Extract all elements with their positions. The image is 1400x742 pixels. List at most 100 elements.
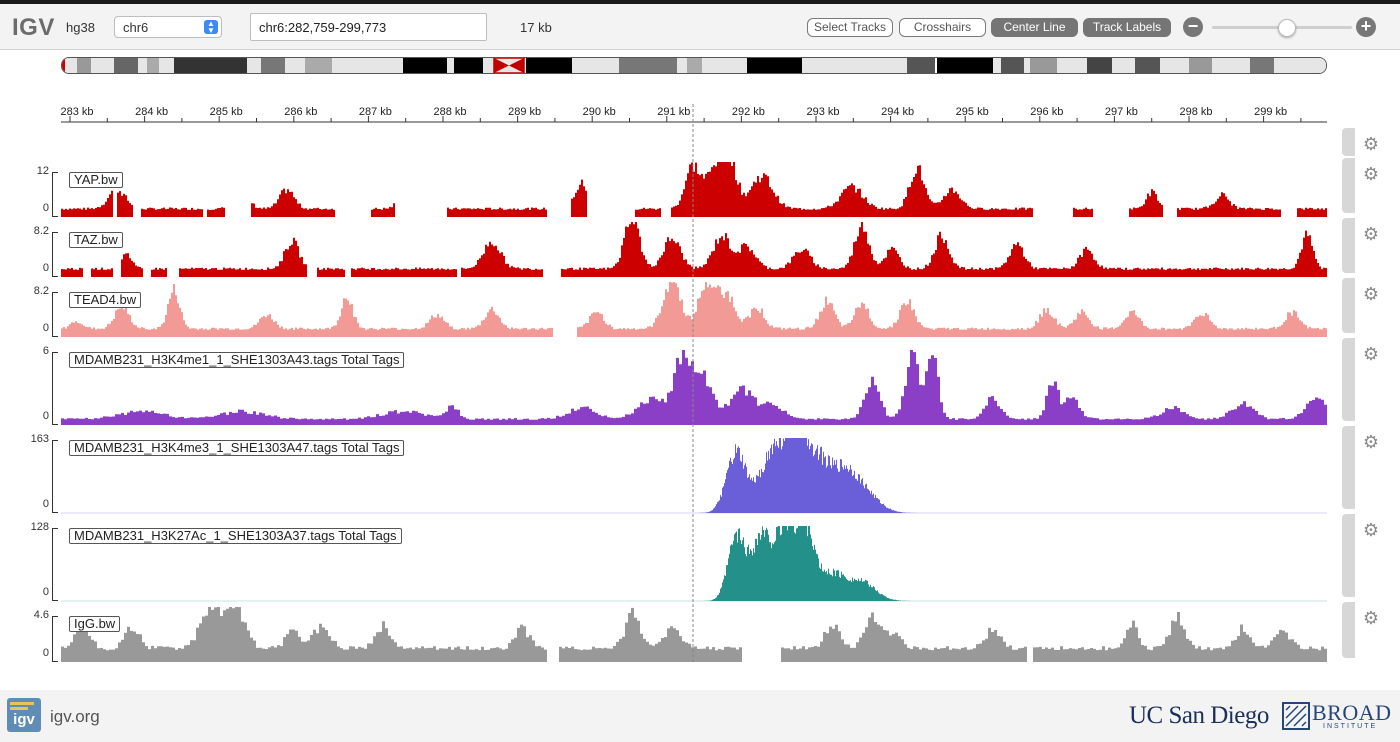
ideogram-band xyxy=(907,58,935,73)
genome-viewer[interactable]: 283 kb 284 kb 285 kb 286 kb 287 kb 288 kb 289 … xyxy=(0,90,1400,670)
track-settings-gear-icon[interactable]: ⚙ xyxy=(1362,284,1380,304)
ruler-tick-label: 285 kb xyxy=(210,106,243,118)
track-name-label[interactable]: IgG.bw xyxy=(69,616,121,632)
select-tracks-button[interactable]: Select Tracks xyxy=(807,18,893,37)
ideogram-band xyxy=(247,58,261,73)
data-range-max: 4.6 xyxy=(33,609,49,621)
track-drag-handle[interactable] xyxy=(1342,426,1355,509)
ideogram-band xyxy=(526,58,572,73)
data-range-min: 0 xyxy=(42,586,49,598)
ideogram-band xyxy=(1024,58,1030,73)
track-name-label[interactable]: TEAD4.bw xyxy=(69,292,142,308)
track-labels-button[interactable]: Track Labels xyxy=(1083,18,1171,37)
window-top-border xyxy=(0,0,1400,4)
track-settings-gear-icon[interactable]: ⚙ xyxy=(1362,344,1380,364)
data-range-max: 8.2 xyxy=(33,225,49,237)
ideogram-band xyxy=(1250,58,1274,73)
broad-logo-text: BROAD xyxy=(1312,700,1392,725)
track-6 xyxy=(61,526,1327,602)
track-name-label[interactable]: MDAMB231_H3K4me1_1_SHE1303A43.tags Total… xyxy=(69,352,405,368)
igv-org-link[interactable]: igv.org xyxy=(50,707,100,726)
ideogram-band xyxy=(447,58,454,73)
broad-logo-icon xyxy=(1282,702,1310,730)
data-range-bracket xyxy=(52,616,58,662)
data-range-bracket xyxy=(52,232,58,277)
zoom-slider-thumb[interactable] xyxy=(1278,19,1296,37)
track-settings-gear-icon[interactable]: ⚙ xyxy=(1362,520,1380,540)
track-drag-handle[interactable] xyxy=(1342,158,1355,213)
track-3 xyxy=(61,282,1327,337)
ideogram-band xyxy=(1160,58,1189,73)
ideogram-band xyxy=(261,58,285,73)
footer: igv igv.org UC San Diego BROAD INSTITUTE xyxy=(0,690,1400,742)
chromosome-select[interactable]: chr6 ▲ ▼ xyxy=(114,16,222,38)
chromosome-ideogram[interactable] xyxy=(61,57,1327,74)
track-settings-gear-icon[interactable]: ⚙ xyxy=(1362,432,1380,452)
track-drag-handle[interactable] xyxy=(1342,602,1355,658)
center-line-button[interactable]: Center Line xyxy=(991,18,1078,37)
genome-label[interactable]: hg38 xyxy=(66,20,95,35)
track-name-label[interactable]: TAZ.bw xyxy=(69,232,123,248)
track-signal xyxy=(61,282,1327,337)
track-1 xyxy=(61,162,1327,217)
zoom-in-icon[interactable]: + xyxy=(1356,17,1376,37)
ideogram-band xyxy=(1057,58,1087,73)
track-name-label[interactable]: YAP.bw xyxy=(69,172,123,188)
ruler-settings-gear-icon[interactable]: ⚙ xyxy=(1362,134,1380,154)
track-drag-handle[interactable] xyxy=(1342,278,1355,333)
ideogram-band xyxy=(702,58,747,73)
ruler-tick-label: 299 kb xyxy=(1254,106,1287,118)
zoom-out-icon[interactable]: − xyxy=(1183,17,1203,37)
ruler-tick-label: 295 kb xyxy=(956,106,989,118)
data-range-max: 128 xyxy=(30,521,49,533)
data-range-min: 0 xyxy=(42,262,49,274)
ruler-drag-handle[interactable] xyxy=(1342,128,1355,156)
broad-logo-subtext: INSTITUTE xyxy=(1323,723,1378,730)
tracks-canvas[interactable]: 283 kb 284 kb 285 kb 286 kb 287 kb 288 kb 289 … xyxy=(0,90,1400,670)
track-drag-handle[interactable] xyxy=(1342,514,1355,597)
data-range-min: 0 xyxy=(42,410,49,422)
igv-logo: IGV xyxy=(12,14,55,41)
ideogram-band xyxy=(174,58,247,73)
igv-org-logo-icon[interactable]: igv xyxy=(7,698,41,732)
ideogram-band xyxy=(454,58,483,73)
locus-search-input[interactable]: chr6:282,759-299,773 xyxy=(250,13,487,41)
ruler-tick-label: 297 kb xyxy=(1105,106,1138,118)
ruler-tick-label: 291 kb xyxy=(657,106,690,118)
ideogram-band xyxy=(572,58,619,73)
track-drag-handle[interactable] xyxy=(1342,218,1355,273)
track-name-label[interactable]: MDAMB231_H3K27Ac_1_SHE1303A37.tags Total… xyxy=(69,528,402,544)
ruler-tick-label: 290 kb xyxy=(583,106,616,118)
data-range-bracket xyxy=(52,440,58,513)
track-settings-gear-icon[interactable]: ⚙ xyxy=(1362,608,1380,628)
track-name-label[interactable]: MDAMB231_H3K4me3_1_SHE1303A47.tags Total… xyxy=(69,440,405,456)
track-signal xyxy=(61,222,1327,277)
track-signal xyxy=(61,607,1327,662)
ideogram-band xyxy=(147,58,159,73)
track-signal xyxy=(61,162,1327,217)
track-7 xyxy=(61,607,1327,662)
ideogram-band xyxy=(332,58,403,73)
igv-icon-text: igv xyxy=(13,711,35,728)
ideogram-band xyxy=(937,58,993,73)
crosshairs-button[interactable]: Crosshairs xyxy=(899,18,986,37)
ideogram-band xyxy=(687,58,702,73)
data-range-bracket xyxy=(52,352,58,425)
data-range-max: 8.2 xyxy=(33,285,49,297)
ideogram-band xyxy=(305,58,332,73)
ideogram-band xyxy=(403,58,447,73)
ideogram-band xyxy=(1212,58,1250,73)
ideogram-band xyxy=(65,58,77,73)
ideogram-band xyxy=(62,58,65,73)
track-settings-gear-icon[interactable]: ⚙ xyxy=(1362,164,1380,184)
ideogram-band xyxy=(619,58,677,73)
window-width-label: 17 kb xyxy=(520,20,552,35)
ideogram-band xyxy=(1112,58,1135,73)
ruler-tick-label: 292 kb xyxy=(732,106,765,118)
ideogram-band xyxy=(1189,58,1212,73)
ideogram-band xyxy=(802,58,837,73)
track-drag-handle[interactable] xyxy=(1342,338,1355,421)
igv-navbar: IGV hg38 chr6 ▲ ▼ chr6:282,759-299,773 17… xyxy=(0,4,1400,50)
track-settings-gear-icon[interactable]: ⚙ xyxy=(1362,224,1380,244)
ideogram-band xyxy=(285,58,305,73)
